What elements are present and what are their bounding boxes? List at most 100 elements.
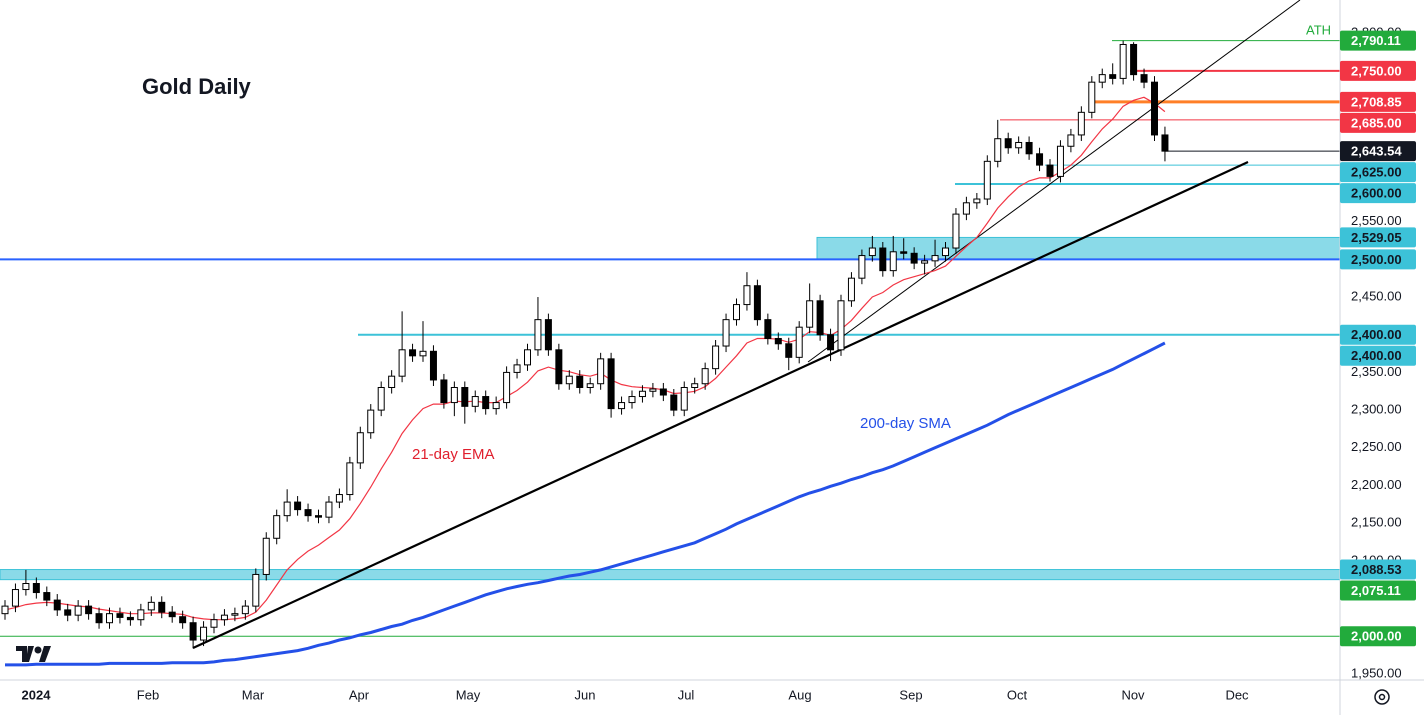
candle-body <box>1 605 9 615</box>
candle-body <box>1130 43 1138 76</box>
logo <box>16 646 51 662</box>
y-tick-label: 2,550.00 <box>1351 213 1402 228</box>
candle-body <box>189 622 197 641</box>
annotation: ATH <box>1306 22 1331 37</box>
candle-body <box>398 349 406 377</box>
candle-body <box>1151 81 1158 136</box>
candle-body <box>1015 141 1023 149</box>
candle-body <box>994 138 1002 162</box>
price-label-box <box>1340 91 1416 112</box>
candle-body <box>147 601 155 611</box>
candle-body <box>534 319 542 351</box>
price-label-box <box>1340 626 1416 647</box>
candle-body <box>85 605 93 615</box>
candle-body <box>816 300 824 336</box>
x-tick-label: 2024 <box>22 687 52 702</box>
candle-body <box>11 589 19 607</box>
price-label-box <box>1340 580 1416 601</box>
price-label: 2,790.11 <box>1351 33 1401 48</box>
x-tick-label: Oct <box>1007 687 1028 702</box>
candle-body <box>273 515 281 539</box>
candle-body <box>513 364 521 373</box>
y-tick-label: 2,300.00 <box>1351 402 1402 417</box>
price-label: 2,075.11 <box>1351 583 1401 598</box>
candle-body <box>962 202 970 215</box>
candle-body <box>774 337 782 345</box>
candle-body <box>837 300 845 351</box>
y-tick-label: 2,200.00 <box>1351 477 1402 492</box>
price-label-box <box>1340 183 1416 204</box>
price-label-box <box>1340 112 1416 133</box>
x-tick-label: Nov <box>1121 687 1145 702</box>
indicator-label: 21-day EMA <box>412 446 495 463</box>
candle-body <box>597 358 605 385</box>
x-tick-label: May <box>456 687 481 702</box>
candle-body <box>335 494 343 503</box>
candle-body <box>1119 43 1127 79</box>
candle-body <box>858 255 866 279</box>
candle-body <box>492 402 500 410</box>
candle-body <box>900 251 908 254</box>
candle-body <box>1046 164 1054 177</box>
candle-body <box>231 613 239 616</box>
candle-body <box>304 509 312 517</box>
candle-body <box>879 247 887 272</box>
candle-body <box>889 251 897 272</box>
candle-body <box>262 537 270 575</box>
candle-body <box>429 350 437 381</box>
candle-body <box>973 198 981 204</box>
y-tick-label: 2,150.00 <box>1351 515 1402 530</box>
candle-body <box>179 616 187 624</box>
candle-body <box>1161 134 1169 152</box>
candle-body <box>64 609 72 616</box>
candle-body <box>1056 145 1064 177</box>
candle-body <box>106 613 113 624</box>
candle-body <box>471 396 479 407</box>
candle-body <box>1098 74 1106 83</box>
candle-body <box>565 375 573 385</box>
x-tick-label: Apr <box>349 687 370 702</box>
price-label: 2,400.00 <box>1351 327 1402 342</box>
candle-body <box>586 383 594 388</box>
settings-icon[interactable] <box>1374 689 1390 705</box>
candle-body <box>1077 111 1085 136</box>
candle-body <box>367 409 375 434</box>
candle-body <box>377 386 385 411</box>
price-label: 2,600.00 <box>1351 186 1402 201</box>
candle-body <box>868 247 876 257</box>
candle-body <box>921 260 929 264</box>
candle-body <box>1004 138 1012 149</box>
candle-body <box>753 285 761 321</box>
candle-body <box>43 592 51 601</box>
candle-body <box>1109 74 1117 79</box>
candle-body <box>22 583 30 591</box>
candle-body <box>388 375 396 388</box>
candle-body <box>53 599 61 611</box>
price-label: 2,088.53 <box>1351 562 1402 577</box>
candle-body <box>806 300 814 328</box>
candle-body <box>712 345 720 370</box>
candle-body <box>628 396 636 404</box>
candle-body <box>315 515 322 518</box>
x-tick-label: Aug <box>788 687 811 702</box>
trendline <box>192 161 1249 649</box>
candle-body <box>795 326 803 358</box>
indicator-line <box>5 341 1166 667</box>
candle-body <box>618 402 626 410</box>
y-tick-label: 2,250.00 <box>1351 439 1402 454</box>
price-label-box <box>1340 324 1416 345</box>
y-tick-label: 2,450.00 <box>1351 288 1402 303</box>
candle-body <box>346 462 354 496</box>
price-label-box <box>1340 60 1416 81</box>
candle-body <box>952 213 960 249</box>
candle-body <box>1025 141 1033 155</box>
candle-body <box>576 375 584 388</box>
candle-body <box>200 626 208 641</box>
candle-body <box>450 386 458 404</box>
price-label: 2,643.54 <box>1351 144 1402 159</box>
candle-body <box>743 285 751 306</box>
y-tick-label: 2,350.00 <box>1351 364 1402 379</box>
candle-body <box>910 252 918 264</box>
price-label: 2,750.00 <box>1351 63 1402 78</box>
